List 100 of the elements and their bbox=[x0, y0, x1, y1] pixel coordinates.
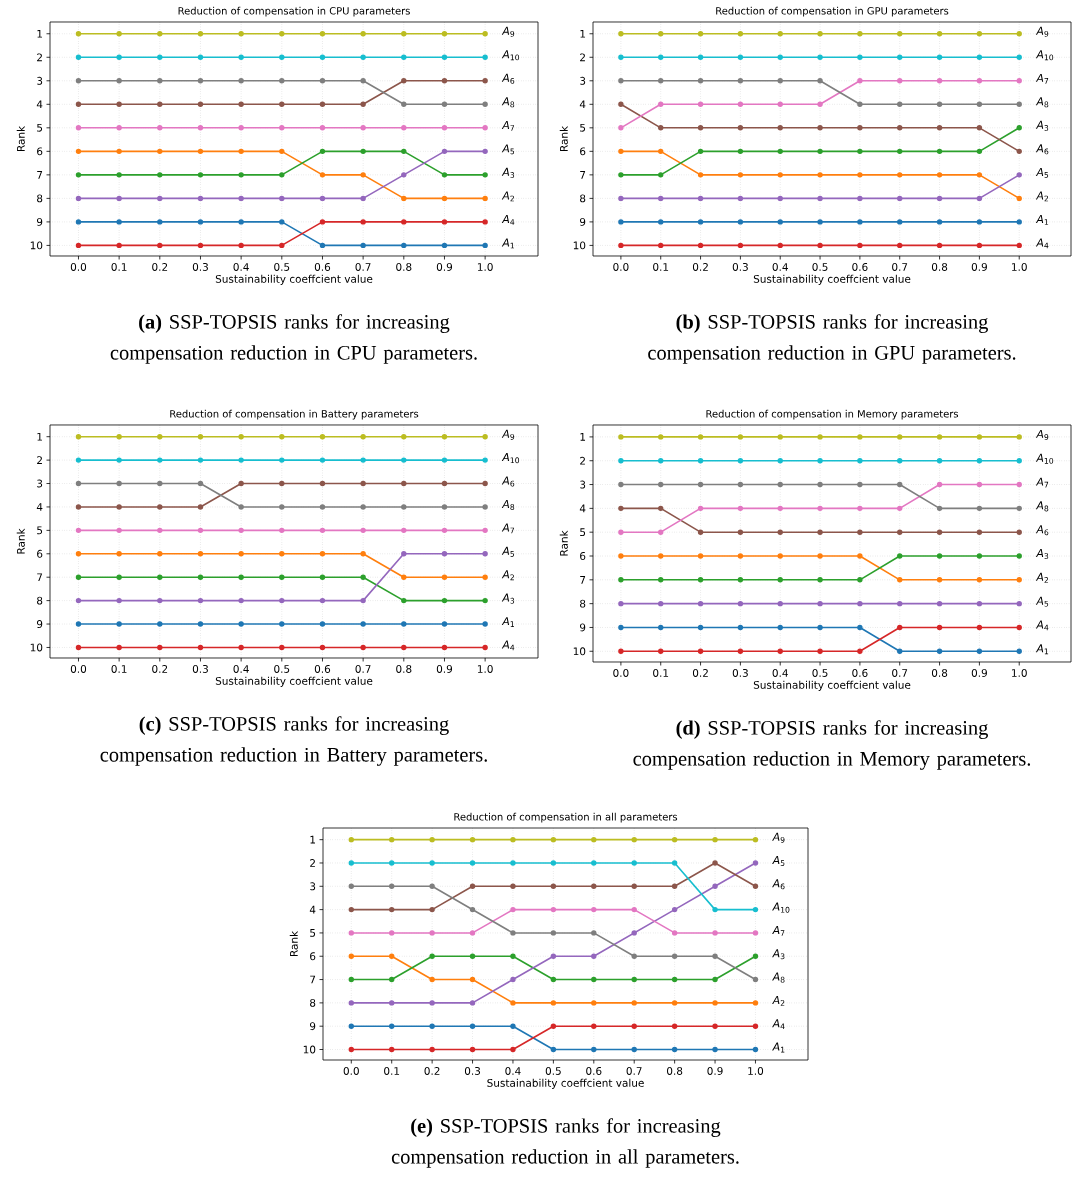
point bbox=[510, 883, 516, 889]
point bbox=[389, 1046, 395, 1053]
point bbox=[429, 1046, 435, 1053]
point bbox=[697, 553, 704, 559]
point bbox=[737, 195, 744, 202]
y-tick-label: 2 bbox=[37, 456, 42, 464]
point bbox=[348, 930, 354, 936]
point bbox=[197, 101, 204, 108]
point bbox=[157, 78, 163, 84]
point bbox=[157, 480, 163, 487]
point bbox=[279, 195, 285, 202]
point bbox=[279, 172, 285, 178]
point bbox=[401, 644, 407, 651]
point bbox=[360, 148, 366, 155]
point bbox=[737, 101, 744, 108]
point bbox=[658, 148, 664, 155]
point bbox=[75, 242, 82, 249]
point bbox=[658, 577, 664, 583]
point bbox=[671, 906, 678, 913]
point bbox=[752, 860, 759, 866]
point bbox=[777, 458, 783, 464]
point bbox=[712, 1000, 718, 1006]
series-label: A$_{4}$ bbox=[1035, 238, 1049, 249]
point bbox=[157, 242, 163, 249]
chart-title: Reduction of compensation in Battery parameters bbox=[170, 409, 419, 420]
y-tick-label: 5 bbox=[580, 528, 586, 537]
point bbox=[777, 101, 783, 108]
point bbox=[752, 1023, 759, 1029]
point bbox=[658, 125, 664, 131]
point bbox=[469, 976, 476, 983]
y-tick-label: 8 bbox=[310, 998, 316, 1007]
point bbox=[936, 624, 943, 631]
y-tick-label: 10 bbox=[573, 647, 586, 656]
point bbox=[197, 527, 204, 534]
point bbox=[279, 31, 285, 37]
point bbox=[360, 457, 366, 463]
point bbox=[936, 434, 943, 440]
y-tick-label: 4 bbox=[36, 503, 43, 511]
point bbox=[817, 78, 823, 84]
series-label: A$_{9}$ bbox=[1035, 26, 1049, 37]
series-label: A$_{3}$ bbox=[1035, 120, 1049, 131]
series-label: A$_{3}$ bbox=[772, 949, 785, 960]
text: (b) SSP-TOPSIS ranks for increasing compensation reduction in GPU parameters. bbox=[648, 314, 1016, 364]
series-label: A$_{8}$ bbox=[772, 972, 785, 983]
y-tick-label: 1 bbox=[580, 29, 586, 38]
x-tick-label: 0.3 bbox=[192, 263, 208, 271]
point bbox=[441, 504, 448, 510]
x-tick-label: 0.6 bbox=[852, 669, 868, 677]
point bbox=[482, 597, 488, 604]
point bbox=[671, 1046, 678, 1053]
point bbox=[976, 481, 983, 488]
point bbox=[157, 597, 163, 604]
point bbox=[976, 101, 983, 108]
point bbox=[157, 527, 163, 534]
point bbox=[1016, 101, 1022, 108]
point bbox=[389, 1023, 395, 1029]
point bbox=[897, 54, 903, 60]
x-tick-label: 0.4 bbox=[772, 263, 788, 271]
point bbox=[319, 125, 326, 131]
series-label: A$_{4}$ bbox=[772, 1019, 785, 1030]
x-tick-label: 0.6 bbox=[586, 1067, 602, 1075]
point bbox=[389, 836, 395, 843]
point bbox=[618, 148, 624, 155]
point bbox=[618, 242, 624, 249]
point bbox=[75, 457, 82, 463]
series-label: A$_{3}$ bbox=[501, 593, 515, 604]
point bbox=[697, 434, 704, 440]
y-tick-label: 1 bbox=[37, 432, 43, 441]
point bbox=[897, 125, 903, 131]
point bbox=[389, 930, 395, 936]
y-tick-label: 8 bbox=[37, 194, 43, 203]
point bbox=[631, 883, 637, 889]
point bbox=[157, 219, 163, 225]
point bbox=[360, 504, 366, 510]
point bbox=[238, 125, 244, 131]
point bbox=[737, 505, 744, 512]
point bbox=[976, 242, 983, 249]
point bbox=[319, 551, 326, 557]
point bbox=[75, 195, 82, 202]
point bbox=[737, 54, 744, 60]
point bbox=[752, 906, 759, 913]
point bbox=[197, 172, 204, 178]
point bbox=[279, 242, 285, 249]
point bbox=[591, 860, 597, 866]
point bbox=[671, 836, 678, 843]
point bbox=[482, 574, 488, 580]
point bbox=[116, 527, 122, 534]
point bbox=[482, 504, 488, 510]
point bbox=[116, 457, 122, 463]
point bbox=[319, 242, 326, 249]
point bbox=[441, 219, 448, 225]
point bbox=[510, 976, 516, 983]
point bbox=[197, 574, 204, 580]
point bbox=[618, 195, 624, 202]
point bbox=[157, 551, 163, 557]
text: (d) SSP-TOPSIS ranks for increasing compensation reduction in Memory parameters. bbox=[633, 720, 1031, 770]
point bbox=[631, 836, 637, 843]
point bbox=[279, 148, 285, 155]
point bbox=[712, 1046, 718, 1053]
x-tick-label: 0.4 bbox=[233, 263, 249, 271]
